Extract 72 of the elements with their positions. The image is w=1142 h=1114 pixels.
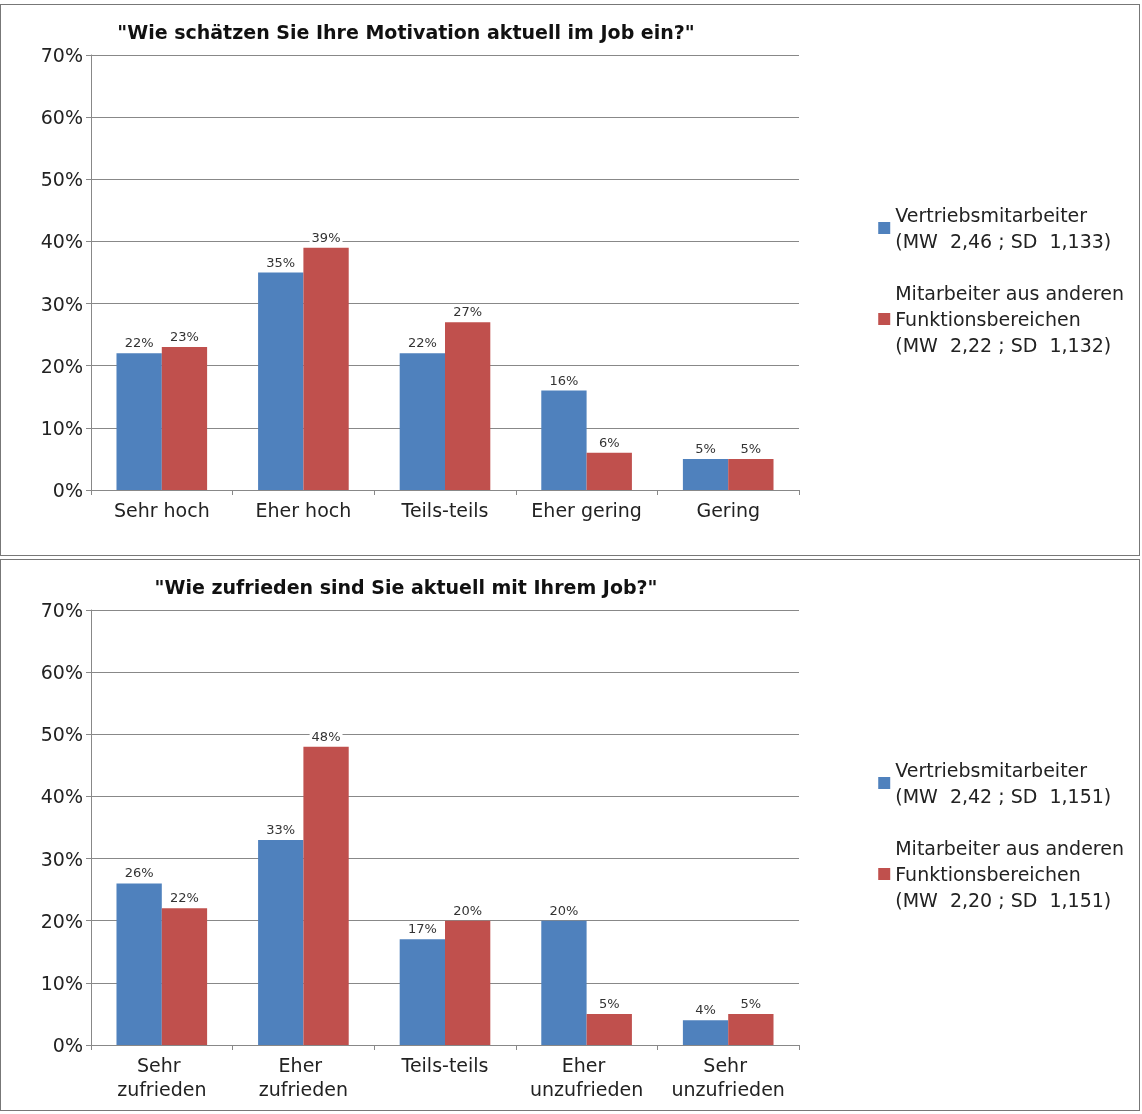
data-label: 20% xyxy=(549,902,579,918)
y-tick-label: 70% xyxy=(40,599,83,621)
y-tick-label: 50% xyxy=(40,168,83,191)
y-tick-label: 0% xyxy=(52,479,83,501)
x-tick-label: Sehr hoch xyxy=(113,499,210,521)
bar xyxy=(116,353,162,490)
legend-label: Mitarbeiter aus anderen Funktionsbereichen (MW 2,22 ; SD 1,132) xyxy=(895,282,1124,356)
legend-label: Vertriebsmitarbeiter (MW 2,46 ; SD 1,133) xyxy=(895,204,1112,252)
x-tick-label: Gering xyxy=(696,499,760,521)
bar xyxy=(541,920,587,1045)
bar xyxy=(541,390,587,490)
bar xyxy=(682,458,729,490)
data-label: 48% xyxy=(311,728,341,744)
data-label: 35% xyxy=(266,254,296,270)
data-label: 26% xyxy=(124,865,154,881)
x-tick-label: Teils-teils xyxy=(400,1054,489,1076)
y-tick-label: 10% xyxy=(40,416,83,439)
data-label: 22% xyxy=(124,335,154,351)
y-tick-label: 40% xyxy=(40,230,83,253)
y-tick-label: 60% xyxy=(40,661,83,684)
data-label: 22% xyxy=(407,335,437,351)
x-tick-label: Teils-teils xyxy=(400,499,489,521)
y-tick-label: 30% xyxy=(40,847,83,870)
chart-title: "Wie schätzen Sie Ihre Motivation aktuell im Job ein?" xyxy=(117,20,695,43)
y-tick-label: 0% xyxy=(52,1034,83,1056)
x-tick-label: Eher hoch xyxy=(255,499,352,521)
y-tick-label: 60% xyxy=(40,106,83,129)
legend-label: Mitarbeiter aus anderen Funktionsbereichen (MW 2,20 ; SD 1,151) xyxy=(895,837,1124,911)
bar xyxy=(728,458,774,490)
chart-title: "Wie zufrieden sind Sie aktuell mit Ihrem Job?" xyxy=(154,575,658,598)
bar xyxy=(445,920,491,1045)
x-tick-label: Eher unzufrieden xyxy=(529,1054,644,1100)
bar xyxy=(445,322,491,490)
y-tick-label: 20% xyxy=(40,354,83,377)
data-label: 22% xyxy=(170,890,199,906)
data-label: 5% xyxy=(598,995,620,1011)
bar xyxy=(728,1013,774,1045)
data-label: 27% xyxy=(453,304,483,320)
bar xyxy=(258,272,304,490)
bar xyxy=(161,347,208,490)
y-tick-label: 70% xyxy=(40,44,83,66)
y-tick-label: 50% xyxy=(40,723,83,746)
data-label: 23% xyxy=(170,329,199,345)
data-label: 5% xyxy=(740,440,762,456)
bar xyxy=(586,1013,632,1045)
data-label: 6% xyxy=(598,434,620,450)
legend-label: Vertriebsmitarbeiter (MW 2,42 ; SD 1,151) xyxy=(895,759,1112,807)
bar xyxy=(161,908,208,1045)
bar xyxy=(116,883,162,1045)
x-tick-label: Sehr zufrieden xyxy=(117,1054,207,1100)
data-label: 5% xyxy=(740,995,762,1011)
y-tick-label: 20% xyxy=(40,909,83,932)
x-tick-label: Eher zufrieden xyxy=(258,1054,349,1100)
data-label: 33% xyxy=(266,821,296,837)
data-label: 20% xyxy=(453,902,483,918)
data-label: 16% xyxy=(549,372,579,388)
data-label: 39% xyxy=(311,229,341,245)
y-tick-label: 30% xyxy=(40,292,83,315)
data-label: 5% xyxy=(695,440,716,456)
x-tick-label: Sehr unzufrieden xyxy=(671,1054,785,1100)
x-tick-label: Eher gering xyxy=(531,499,642,521)
bar xyxy=(258,839,304,1045)
bar xyxy=(586,452,632,490)
bar xyxy=(399,353,445,490)
bar xyxy=(399,939,445,1045)
y-tick-label: 40% xyxy=(40,785,83,808)
y-tick-label: 10% xyxy=(40,971,83,994)
bar xyxy=(303,746,349,1045)
data-label: 17% xyxy=(407,921,437,937)
bar xyxy=(303,247,349,490)
data-label: 4% xyxy=(695,1002,716,1018)
bar xyxy=(682,1020,729,1045)
